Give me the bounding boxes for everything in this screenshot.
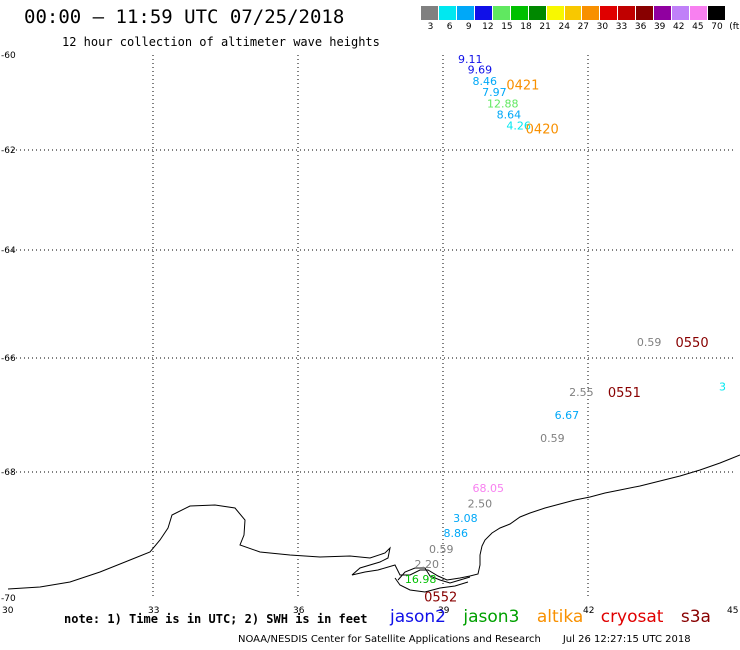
swh-value: 12.88 xyxy=(487,97,519,110)
swh-value: 2.55 xyxy=(569,386,594,399)
swh-value: 8.64 xyxy=(497,108,521,121)
legend-label: 70 xyxy=(711,22,723,32)
legend-label: 3 xyxy=(427,22,434,32)
pass-time-label: 0551 xyxy=(608,386,641,401)
legend-swatch xyxy=(600,6,619,20)
legend-label: 33 xyxy=(615,22,628,32)
satellite-altika: altika xyxy=(536,607,584,627)
legend-swatch xyxy=(438,6,457,20)
satellite-cryosat: cryosat xyxy=(600,607,664,627)
legend-swatch xyxy=(510,6,529,20)
legend-label: 27 xyxy=(577,22,590,32)
x-tick-label: 42 xyxy=(583,606,594,616)
legend-swatch xyxy=(421,6,439,20)
coastline-path xyxy=(7,454,740,590)
color-scale-bar xyxy=(421,6,726,20)
coastline-inlet xyxy=(394,567,471,593)
legend-swatch xyxy=(582,6,601,20)
longitude-ticks: 30 33 36 39 42 45 xyxy=(2,606,738,616)
legend-label: 39 xyxy=(653,22,666,32)
swh-value: 9.69 xyxy=(468,63,493,76)
pass-time-label: 0420 xyxy=(526,123,559,138)
y-tick-label: -60 xyxy=(1,51,16,61)
legend-label: (ft) xyxy=(729,22,740,32)
plot-frame xyxy=(8,55,733,598)
satellite-jason2: jason2 xyxy=(390,607,446,627)
credit-text: NOAA/NESDIS Center for Satellite Applica… xyxy=(238,634,541,645)
legend-label: 15 xyxy=(501,22,513,32)
graticule xyxy=(8,55,733,598)
y-tick-label: -66 xyxy=(1,354,16,364)
x-tick-label: 45 xyxy=(727,606,738,616)
swh-value: 6.67 xyxy=(555,409,580,422)
coastline xyxy=(7,454,740,593)
pass-time-labels: 0421 0420 0550 0551 0552 xyxy=(424,78,708,605)
swh-value: 2.20 xyxy=(415,558,440,571)
swh-value: 8.46 xyxy=(473,75,498,88)
legend-label: 45 xyxy=(692,22,704,32)
map-title: 00:00 – 11:59 UTC 07/25/2018 xyxy=(24,6,345,28)
timestamp-text: Jul 26 12:27:15 UTC 2018 xyxy=(562,634,691,645)
legend-label: 18 xyxy=(520,22,532,32)
pass-time-label: 0550 xyxy=(676,336,709,351)
legend-swatch xyxy=(564,6,583,20)
legend-swatch xyxy=(708,6,726,20)
swh-value: 3.08 xyxy=(453,512,478,525)
y-tick-label: -68 xyxy=(1,468,16,478)
legend-swatch xyxy=(636,6,655,20)
footer-credit: NOAA/NESDIS Center for Satellite Applica… xyxy=(238,634,691,645)
legend-label: 36 xyxy=(634,22,647,32)
legend-label: 6 xyxy=(446,22,453,32)
swh-value: 68.05 xyxy=(473,482,505,495)
legend-label: 9 xyxy=(465,22,472,32)
swh-value: 9.11 xyxy=(458,53,483,66)
pass-time-label: 0552 xyxy=(424,591,457,606)
swh-value: 3 xyxy=(719,381,726,394)
x-tick-label: 39 xyxy=(438,606,450,616)
x-tick-label: 33 xyxy=(148,606,159,616)
swh-value: 2.50 xyxy=(468,498,493,511)
legend-label: 24 xyxy=(558,22,570,32)
pass-time-label: 0421 xyxy=(506,78,539,93)
legend-label: 12 xyxy=(482,22,494,32)
legend-swatch xyxy=(618,6,637,20)
y-tick-label: -70 xyxy=(1,594,16,604)
satellite-jason3: jason3 xyxy=(463,607,520,627)
y-tick-label: -64 xyxy=(1,246,16,256)
y-tick-label: -62 xyxy=(1,146,16,156)
swh-value: 0.59 xyxy=(429,543,454,556)
swh-value: 16.98 xyxy=(405,573,437,586)
swh-value: 4.26 xyxy=(506,119,531,132)
x-tick-label: 36 xyxy=(293,606,305,616)
legend-swatch xyxy=(654,6,673,20)
legend-label: 42 xyxy=(673,22,685,32)
legend-swatch xyxy=(690,6,708,20)
legend-label: 21 xyxy=(539,22,551,32)
note-text: note: 1) Time is in UTC; 2) SWH is in fe… xyxy=(64,612,368,626)
x-tick-label: 30 xyxy=(2,606,14,616)
legend-swatch xyxy=(492,6,511,20)
swh-value: 0.59 xyxy=(540,432,565,445)
latitude-ticks: -60 -62 -64 -66 -68 -70 xyxy=(1,51,16,604)
swh-value: 8.86 xyxy=(444,527,469,540)
swh-value: 0.59 xyxy=(637,336,662,349)
legend-swatch xyxy=(672,6,691,20)
legend-swatch xyxy=(546,6,565,20)
swh-value: 7.97 xyxy=(482,86,507,99)
legend-swatch xyxy=(528,6,547,20)
map-subtitle: 12 hour collection of altimeter wave hei… xyxy=(62,35,380,49)
legend-swatch xyxy=(474,6,493,20)
satellite-legend: jason2 jason3 altika cryosat s3a xyxy=(390,607,723,627)
legend-swatch xyxy=(456,6,475,20)
satellite-s3a: s3a xyxy=(680,607,711,627)
legend-label: 30 xyxy=(596,22,609,32)
